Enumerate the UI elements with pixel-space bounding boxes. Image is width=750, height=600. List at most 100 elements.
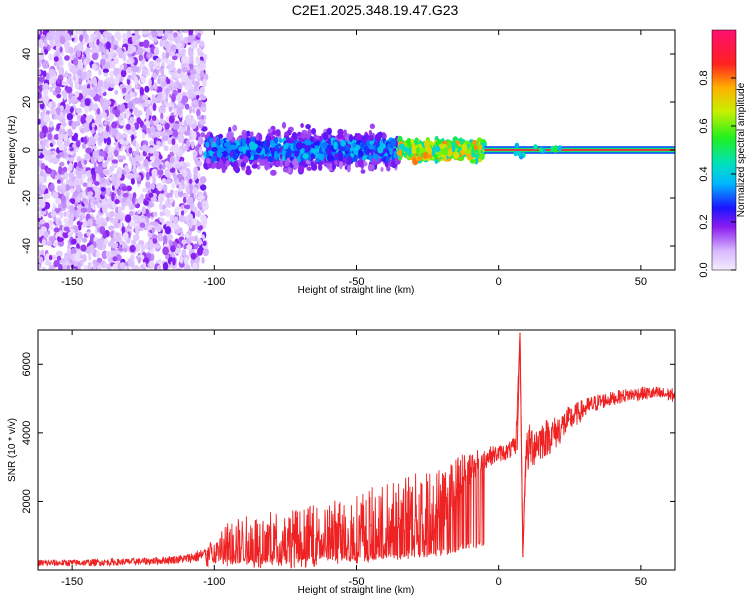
- heatmap-cell: [83, 159, 88, 165]
- heatmap-cell: [127, 74, 132, 80]
- heatmap-cell: [45, 167, 52, 174]
- heatmap-cell: [403, 146, 408, 152]
- heatmap-cell: [68, 251, 72, 260]
- heatmap-cell: [166, 234, 173, 241]
- heatmap-cell: [196, 94, 200, 100]
- heatmap-cell: [191, 131, 197, 140]
- heatmap-cell: [219, 159, 224, 168]
- heatmap-cell: [159, 217, 165, 223]
- heatmap-cell: [57, 219, 62, 226]
- heatmap-cell: [105, 124, 110, 132]
- heatmap-cell: [170, 44, 177, 52]
- heatmap-cell: [85, 115, 93, 123]
- heatmap-cell: [133, 76, 139, 83]
- heatmap-cell: [104, 82, 110, 90]
- heatmap-cell: [106, 136, 111, 146]
- heatmap-cell: [64, 254, 68, 261]
- heatmap-cell: [62, 231, 69, 239]
- heatmap-cell: [458, 156, 465, 162]
- snr-point: [446, 493, 449, 496]
- heatmap-cell: [197, 32, 201, 38]
- heatmap-cell: [72, 74, 76, 81]
- heatmap-cell: [195, 56, 201, 65]
- heatmap-cell: [253, 154, 258, 160]
- heatmap-cell: [63, 133, 69, 141]
- heatmap-cell: [122, 38, 128, 44]
- heatmap-cell: [267, 156, 274, 163]
- heatmap-cell: [141, 206, 146, 215]
- heatmap-cell: [149, 239, 153, 248]
- heatmap-cell: [63, 226, 70, 232]
- heatmap-cell: [348, 134, 354, 143]
- heatmap-cell: [149, 260, 154, 268]
- heatmap-cell: [159, 39, 164, 47]
- heatmap-cell: [140, 75, 146, 84]
- heatmap-cell: [107, 242, 113, 248]
- heatmap-cell: [122, 192, 129, 198]
- snr-point: [313, 534, 315, 537]
- snr-point: [369, 524, 372, 527]
- heatmap-cell: [77, 116, 81, 123]
- heatmap-cell: [155, 65, 161, 71]
- heatmap-cell: [129, 116, 135, 124]
- heatmap-cell: [83, 58, 88, 67]
- snr-point: [506, 450, 509, 453]
- heatmap-cell: [64, 70, 69, 78]
- heatmap-cell: [218, 133, 224, 139]
- heatmap-cell: [131, 35, 137, 44]
- heatmap-cell: [110, 41, 115, 50]
- heatmap-cell: [119, 103, 126, 113]
- heatmap-cell: [168, 51, 176, 57]
- heatmap-cell: [157, 182, 163, 192]
- heatmap-cell: [368, 154, 373, 161]
- heatmap-cell: [80, 207, 88, 213]
- heatmap-cell: [44, 156, 51, 161]
- snr-point: [625, 394, 628, 396]
- heatmap-cell: [58, 143, 65, 151]
- heatmap-cell: [218, 146, 225, 152]
- heatmap-cell: [179, 125, 183, 133]
- heatmap-cell: [199, 40, 205, 48]
- heatmap-cell: [305, 144, 311, 152]
- heatmap-cell: [76, 243, 80, 249]
- heatmap-cell: [97, 86, 102, 94]
- heatmap-cell: [135, 162, 141, 167]
- heatmap-cell: [43, 230, 49, 239]
- heatmap-cell: [132, 163, 137, 170]
- heatmap-cell: [114, 199, 120, 205]
- heatmap-cell: [145, 181, 151, 189]
- heatmap-cell: [424, 139, 430, 148]
- heatmap-cell: [369, 134, 374, 141]
- heatmap-cell: [225, 160, 230, 167]
- heatmap-cell: [88, 253, 92, 261]
- snr-point: [540, 438, 543, 441]
- colorbar-tick-label: 0.8: [698, 70, 710, 85]
- heatmap-cell: [389, 147, 393, 156]
- heatmap-cell: [187, 196, 194, 205]
- heatmap-cell: [363, 146, 369, 155]
- heatmap-cell: [88, 244, 95, 251]
- heatmap-cell: [156, 265, 161, 270]
- heatmap-cell: [159, 154, 163, 160]
- heatmap-cell: [100, 187, 106, 192]
- heatmap-cell: [258, 133, 263, 142]
- snr-series-line: [38, 333, 675, 569]
- heatmap-cell: [125, 94, 130, 103]
- heatmap-cell: [355, 133, 362, 140]
- heatmap-cell: [74, 82, 80, 90]
- heatmap-cell: [102, 112, 107, 118]
- heatmap-cell: [327, 137, 331, 145]
- snr-point: [341, 529, 344, 532]
- heatmap-cell: [270, 169, 277, 176]
- heatmap-cell: [80, 244, 87, 252]
- heatmap-cell: [98, 68, 102, 76]
- heatmap-cell: [162, 184, 167, 192]
- heatmap-cell: [422, 152, 429, 159]
- heatmap-cell: [161, 178, 167, 184]
- heatmap-cell: [167, 30, 174, 35]
- heatmap-cell: [136, 117, 141, 125]
- heatmap-cell: [69, 147, 74, 152]
- heatmap-cell: [172, 130, 179, 138]
- snr-point: [256, 540, 258, 542]
